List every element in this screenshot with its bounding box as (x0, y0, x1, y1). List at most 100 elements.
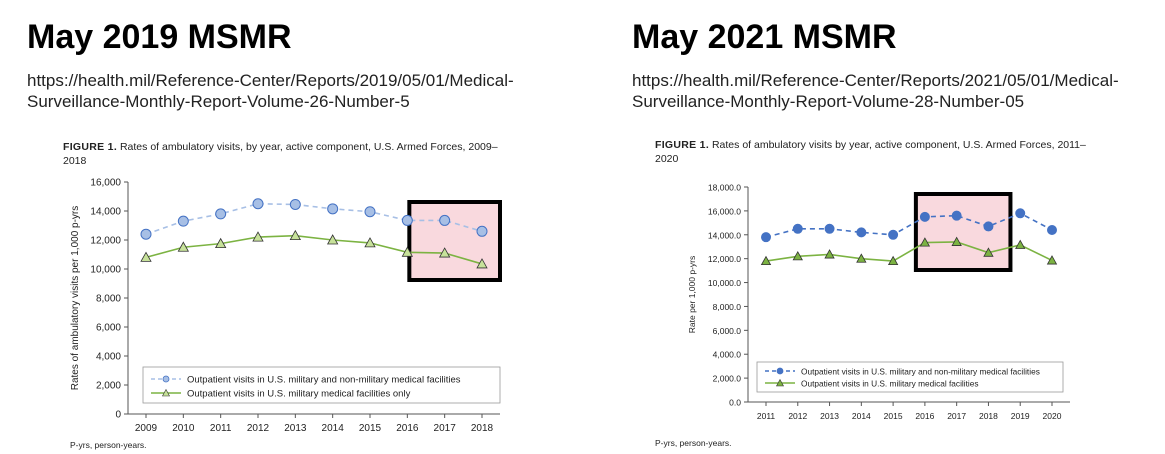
left-figure-label: FIGURE 1. (63, 141, 118, 153)
left-y-tick-label: 4,000 (96, 352, 121, 363)
right-x-tick-label: 2012 (788, 411, 807, 421)
right-series-1-point (856, 227, 867, 238)
right-x-tick-label: 2013 (820, 411, 839, 421)
right-series-1-line (765, 212, 1053, 238)
left-y-tick-label: 8,000 (96, 294, 121, 305)
right-series-2-point (760, 255, 772, 266)
left-series-1-point (401, 214, 413, 226)
right-figure-label: FIGURE 1. (655, 139, 710, 151)
right-series-2-point (824, 249, 835, 259)
left-series-1-point (140, 228, 152, 240)
left-series-2-point (177, 241, 190, 252)
left-y-tick-label: 16,000 (90, 178, 121, 189)
left-series-2-point (289, 229, 302, 241)
chart-left: 0 2,000 4,000 6,000 8,000 10,000 12,000 14,000 1… (70, 178, 503, 434)
left-url-line1: https://health.mil/Reference-Center/Repo… (27, 71, 514, 90)
left-series-2-point (401, 246, 414, 257)
left-figure-title: FIGURE 1. Rates of ambulatory visits, by… (63, 140, 498, 168)
left-series-1-point (476, 225, 488, 237)
left-x-tick-label: 2011 (210, 423, 232, 434)
left-series-1-point (215, 208, 227, 220)
right-y-tick-label: 18,000.0 (708, 183, 741, 193)
right-x-tick-label: 2016 (915, 411, 934, 421)
right-x-tick-label: 2015 (884, 411, 903, 421)
right-x-tick-label: 2011 (757, 411, 776, 421)
left-url-line2: Surveillance-Monthly-Report-Volume-26-Nu… (27, 92, 410, 111)
left-series-2-point (252, 231, 264, 242)
right-y-tick-label: 12,000.0 (708, 254, 741, 264)
left-y-tick-label: 10,000 (90, 265, 121, 276)
left-series-1-line (145, 202, 483, 235)
right-series-1-point (983, 221, 994, 232)
left-series-2-point (214, 237, 227, 249)
right-y-tick-label: 10,000.0 (708, 278, 741, 288)
left-x-tick-label: 2017 (434, 423, 457, 434)
left-series-2-point (326, 234, 339, 245)
right-y-tick-label: 6,000.0 (713, 326, 742, 336)
right-x-tick-label: 2020 (1043, 411, 1062, 421)
right-y-tick-label: 8,000.0 (713, 302, 742, 312)
right-series-1-point (888, 229, 899, 240)
right-series-2-point (1015, 239, 1026, 249)
left-series-1-point (327, 203, 339, 215)
right-series-2-point (983, 247, 994, 257)
left-series-2-line (145, 234, 483, 265)
right-y-tick-label: 2,000.0 (713, 374, 742, 384)
left-x-tick-label: 2009 (135, 423, 158, 434)
left-url: https://health.mil/Reference-Center/Repo… (27, 70, 514, 112)
right-series-2-point (887, 255, 899, 266)
right-x-tick-label: 2014 (852, 411, 871, 421)
right-url: https://health.mil/Reference-Center/Repo… (632, 70, 1119, 112)
right-series-2-point (919, 237, 931, 247)
left-figure-title-line2: 2018 (63, 155, 87, 167)
left-series-1-point (439, 214, 451, 226)
right-y-tick-label: 16,000.0 (708, 206, 741, 216)
right-series-2-point (792, 250, 803, 261)
left-series-1-point (364, 206, 376, 218)
left-y-tick-label: 12,000 (90, 236, 121, 247)
left-series-1-point (177, 215, 189, 227)
left-footnote: P-yrs, person-years. (70, 440, 147, 450)
right-y-tick-label: 14,000.0 (708, 230, 741, 240)
right-url-line1: https://health.mil/Reference-Center/Repo… (632, 71, 1119, 90)
left-x-tick-label: 2014 (322, 423, 345, 434)
right-series-1-point (761, 232, 771, 243)
left-legend-marker-2 (161, 388, 171, 397)
right-series-1-point (824, 223, 835, 234)
right-series-2-point (951, 236, 962, 246)
right-series-1-point (919, 211, 930, 222)
chart-right: 0.0 2,000.0 4,000.0 6,000.0 8,000.0 10,000.0 1… (687, 183, 1070, 421)
right-series-1-point (951, 210, 962, 221)
right-legend-box (756, 361, 1064, 393)
right-series-1-point (1015, 208, 1026, 219)
left-y-tick-label: 14,000 (90, 207, 121, 218)
right-x-tick-label: 2017 (947, 411, 966, 421)
right-series-2-line (765, 241, 1053, 262)
left-heading: May 2019 MSMR (27, 18, 292, 56)
left-x-tick-label: 2010 (172, 423, 195, 434)
right-heading: May 2021 MSMR (632, 18, 897, 56)
left-legend-label-1: Outpatient visits in U.S. military and n… (187, 375, 461, 386)
right-x-tick-label: 2018 (979, 411, 998, 421)
right-y-tick-label: 4,000.0 (713, 350, 742, 360)
right-footnote: P-yrs, person-years. (655, 438, 732, 448)
left-series-2-point (140, 251, 152, 262)
left-series-2-point (364, 237, 376, 248)
right-y-tick-label: 0.0 (729, 398, 741, 408)
right-series-2-point (856, 253, 867, 263)
right-y-axis-label: Rate per 1,000 p-yrs (687, 256, 697, 333)
right-series-1-point (1047, 225, 1057, 235)
right-legend-marker-2 (775, 378, 785, 387)
left-y-tick-label: 6,000 (96, 323, 121, 334)
left-y-axis-label: Rates of ambulatory visits per 1,000 p-y… (70, 206, 81, 391)
right-figure-title: FIGURE 1. Rates of ambulatory visits by … (655, 138, 1086, 166)
left-x-tick-label: 2016 (396, 423, 419, 434)
right-legend-label-1: Outpatient visits in U.S. military and n… (801, 367, 1040, 377)
right-figure-title-line2: 2020 (655, 153, 679, 165)
left-series-2-point (476, 258, 488, 269)
left-y-tick-label: 0 (115, 410, 121, 421)
right-x-tick-label: 2019 (1011, 411, 1030, 421)
right-series-1-point (792, 223, 803, 234)
right-figure-title-line1: Rates of ambulatory visits by year, acti… (711, 139, 1086, 151)
left-x-tick-label: 2012 (247, 423, 270, 434)
